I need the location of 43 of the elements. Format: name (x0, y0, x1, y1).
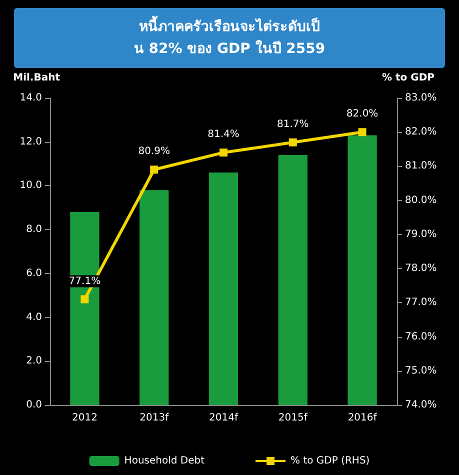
y-tick-label: 12.0 (20, 136, 42, 148)
data-label: 82.0% (346, 108, 378, 120)
y2-tick-label: 80.0% (405, 194, 437, 206)
bar (208, 172, 238, 405)
y-axis-title: Mil.Baht (13, 72, 60, 84)
bar (278, 155, 308, 405)
x-tick-label: 2016f (348, 412, 378, 424)
y2-tick-label: 77.0% (405, 297, 437, 308)
y2-tick-label: 74.0% (405, 400, 437, 410)
data-label: 81.7% (277, 118, 309, 130)
y-tick-label: 14.0 (20, 92, 42, 104)
bar (348, 135, 377, 405)
x-tick-label: 2014f (209, 412, 238, 424)
data-label: 81.4% (208, 129, 240, 140)
y-tick-label: 10.0 (20, 180, 42, 192)
point (80, 295, 89, 304)
y-tick-label: 6.0 (26, 268, 42, 279)
point (288, 138, 297, 146)
y2-tick-label: 79.0% (405, 228, 437, 240)
y-tick-label: 4.0 (26, 312, 42, 323)
y2-tick-label: 81.0% (405, 160, 437, 172)
data-label: 77.1% (68, 276, 101, 287)
y-tick-label: 2.0 (26, 356, 42, 367)
bar (70, 212, 100, 405)
y2-tick-label: 83.0% (405, 92, 437, 104)
chart-title: หนี้ภาคครัวเรือนจะไต่ระดับเป็น 82% ของ GDP ในปี 2559 (134, 15, 326, 57)
legend-label: % to GDP (RHS) (290, 456, 370, 466)
y-tick-label: 0.0 (26, 400, 42, 410)
bar (140, 190, 169, 405)
point (150, 166, 158, 174)
data-label: 80.9% (138, 146, 170, 158)
legend-label: Household Debt (124, 456, 205, 466)
point (220, 148, 228, 157)
x-tick-label: 2012 (72, 412, 98, 424)
y2-tick-label: 82.0% (405, 126, 437, 138)
x-tick-label: 2015f (278, 412, 308, 424)
y-tick-label: 8.0 (26, 224, 42, 236)
y2-tick-label: 78.0% (405, 263, 437, 274)
y2-tick-label: 75.0% (405, 365, 437, 376)
y2-axis-title: % to GDP (382, 72, 434, 84)
point (358, 128, 366, 136)
x-tick-label: 2013f (140, 412, 170, 424)
y2-tick-label: 76.0% (405, 331, 437, 342)
